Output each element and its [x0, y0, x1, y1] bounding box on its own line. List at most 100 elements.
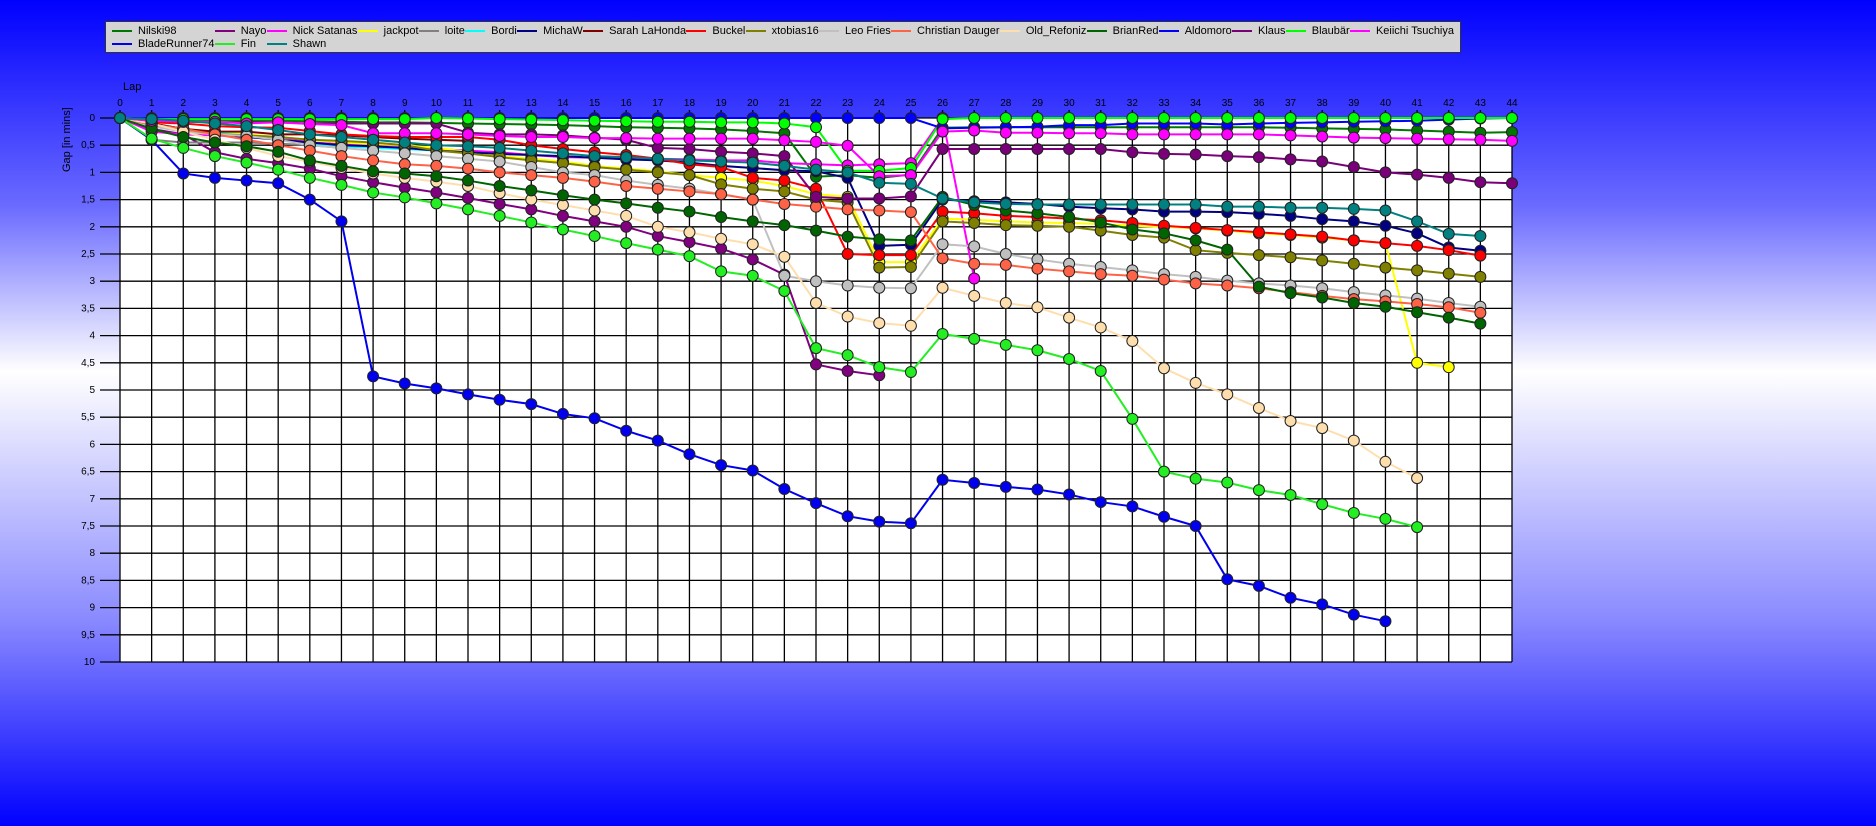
data-point [683, 250, 696, 263]
data-point [462, 191, 474, 204]
data-point [1316, 155, 1329, 168]
data-point [841, 139, 854, 152]
data-point [683, 185, 696, 198]
x-tick-label: 41 [1412, 98, 1424, 109]
data-point [1252, 112, 1265, 124]
data-point [1189, 112, 1202, 124]
data-point [430, 159, 443, 172]
data-point [335, 131, 348, 144]
data-point [1094, 496, 1107, 509]
data-point [1221, 476, 1234, 489]
data-point [620, 132, 633, 145]
data-point [841, 349, 854, 362]
data-point [1189, 376, 1202, 389]
legend-label: jackpot [383, 24, 419, 37]
legend-item: MichaW [517, 24, 583, 37]
data-point [1221, 573, 1234, 586]
data-point [1411, 112, 1424, 124]
data-point [1094, 321, 1107, 334]
data-point [746, 269, 759, 282]
data-point [1158, 273, 1170, 286]
legend-item: xtobias16 [745, 24, 819, 37]
data-point [1063, 488, 1076, 501]
x-tick-label: 12 [494, 98, 506, 109]
data-point [810, 224, 822, 237]
data-point [1379, 112, 1392, 124]
data-point [841, 310, 854, 323]
y-axis-title: Gap [in mins] [61, 107, 73, 172]
legend-swatch [465, 29, 486, 32]
data-point [1347, 202, 1360, 215]
x-tick-label: 24 [874, 98, 886, 109]
data-point [1221, 200, 1234, 213]
data-point [1189, 234, 1202, 247]
x-tick-label: 20 [747, 98, 759, 109]
data-point [1411, 132, 1424, 145]
data-point [1506, 177, 1518, 190]
data-point [1442, 133, 1455, 146]
legend-item: Klaus [1232, 24, 1286, 37]
data-point [810, 190, 822, 203]
data-point [1252, 579, 1265, 592]
legend-swatch [1086, 29, 1107, 32]
data-point [1347, 296, 1360, 309]
data-point [1411, 239, 1424, 252]
data-point [715, 265, 728, 278]
data-point [810, 497, 822, 510]
x-tick-label: 28 [1000, 98, 1012, 109]
data-point [462, 162, 474, 175]
data-point [1316, 130, 1329, 143]
y-tick-label: 7 [89, 494, 95, 505]
data-point [556, 171, 569, 184]
data-point [1158, 147, 1170, 160]
data-point [1411, 227, 1424, 240]
data-point [873, 515, 886, 528]
x-tick-label: 27 [969, 98, 981, 109]
legend-label: Bordi [491, 24, 517, 37]
x-tick-label: 22 [810, 98, 822, 109]
data-point [1063, 352, 1076, 365]
x-tick-label: 19 [716, 98, 728, 109]
legend-label: MichaW [543, 24, 583, 37]
data-point [715, 116, 728, 129]
data-point [1411, 168, 1424, 181]
data-point [1411, 215, 1424, 228]
data-point [778, 197, 791, 210]
data-point [588, 150, 601, 163]
data-point [873, 249, 886, 262]
legend-swatch [266, 42, 287, 45]
legend-label: Old_Refoniz [1025, 24, 1087, 37]
data-point [841, 364, 854, 377]
data-point [810, 121, 822, 134]
data-point [1411, 521, 1424, 534]
data-point [1284, 129, 1297, 142]
legend-label: Fin [240, 37, 256, 50]
legend-label: Nayo [240, 24, 267, 37]
x-tick-label: 34 [1190, 98, 1202, 109]
legend-label: Keiichi Tsuchiya [1375, 24, 1454, 37]
data-point [398, 147, 411, 160]
data-point [778, 159, 791, 172]
data-point [1474, 112, 1487, 124]
data-point [904, 319, 917, 332]
data-point [715, 232, 728, 245]
data-point [936, 143, 949, 156]
x-tick-label: 14 [557, 98, 569, 109]
x-tick-label: 17 [652, 98, 664, 109]
data-point [367, 154, 380, 167]
legend-swatch [1349, 29, 1370, 32]
x-tick-label: 5 [275, 98, 281, 109]
y-tick-label: 0 [89, 113, 95, 124]
data-point [936, 252, 949, 265]
data-point [715, 211, 728, 224]
data-point [1284, 591, 1297, 604]
data-point [1158, 362, 1170, 375]
data-point [1063, 127, 1076, 140]
legend-label: Klaus [1258, 24, 1286, 37]
legend-label: BrianRed [1112, 24, 1159, 37]
legend-swatch [1158, 29, 1179, 32]
legend-item: BrianRed [1086, 24, 1159, 37]
data-point [556, 131, 569, 144]
data-point [1221, 388, 1234, 401]
data-point [493, 155, 506, 168]
